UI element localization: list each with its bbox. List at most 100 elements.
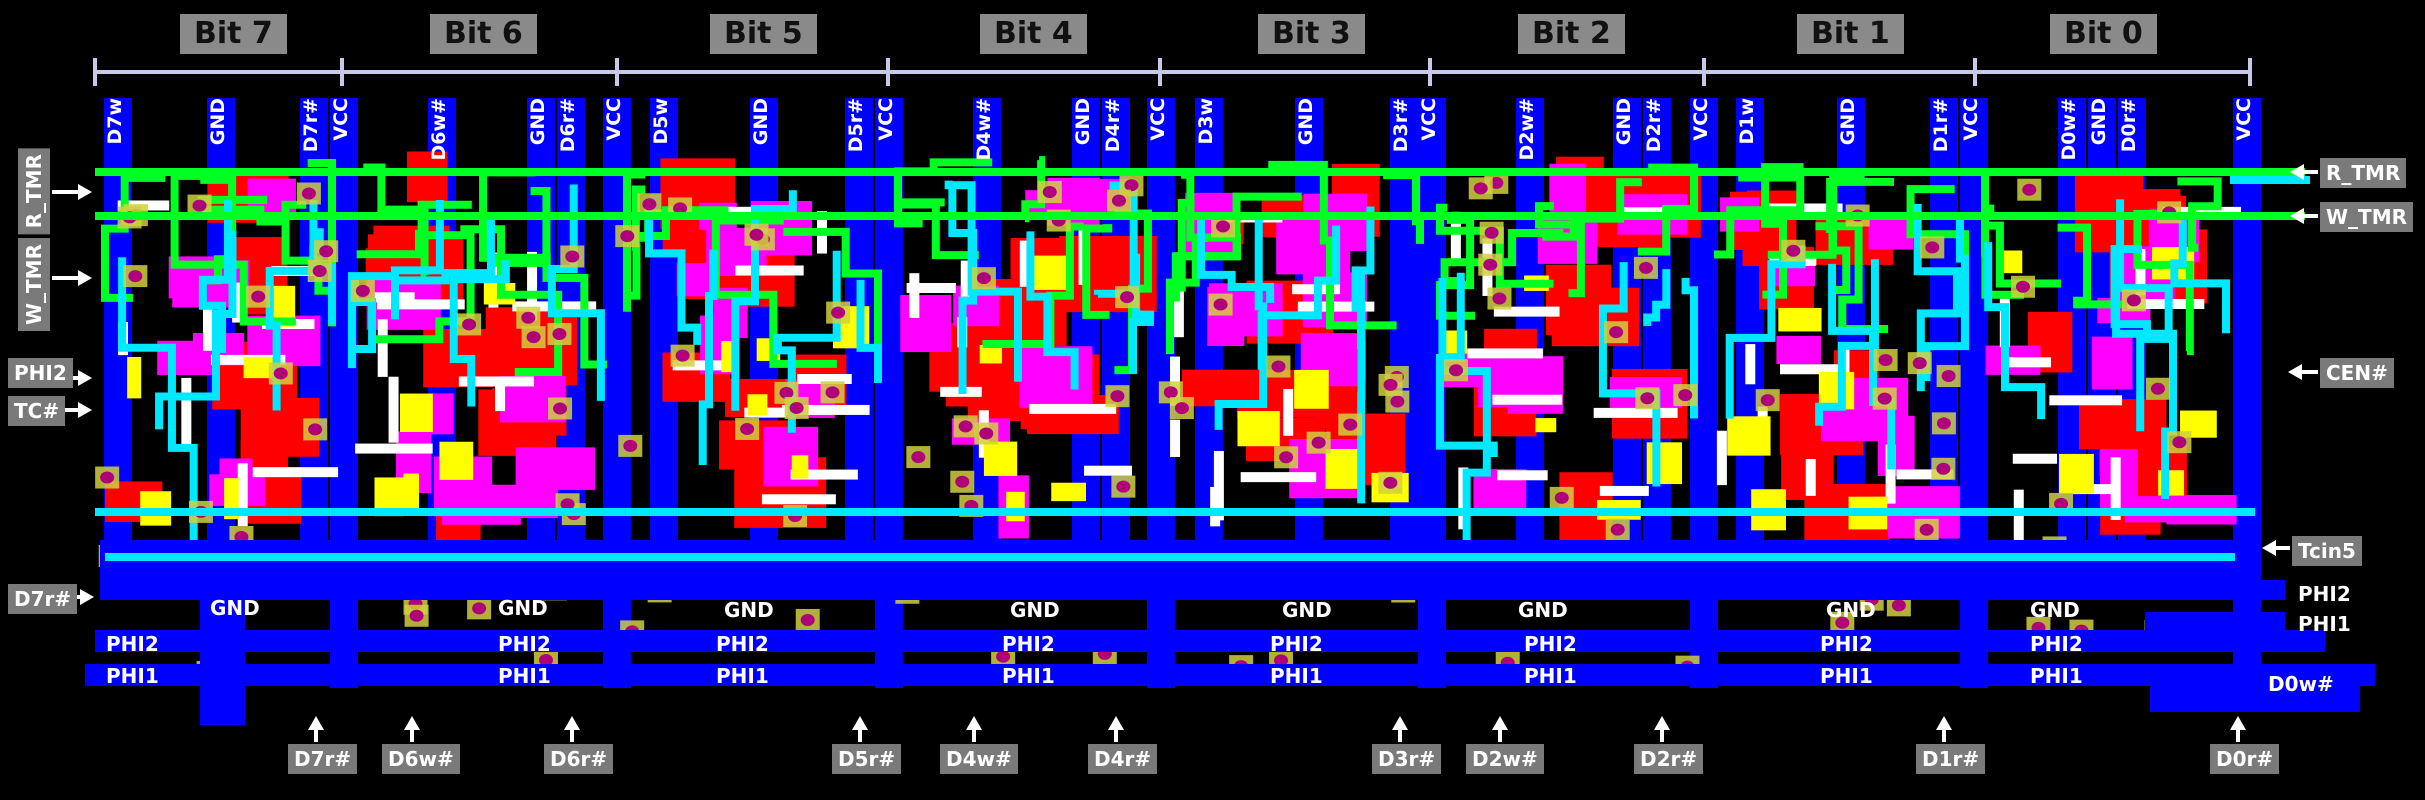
overlap-bar (355, 443, 433, 454)
poly-wire (1981, 169, 1989, 244)
contact-via (825, 386, 840, 399)
overlap-bar (376, 299, 465, 310)
contact-via (1941, 370, 1956, 383)
bus-phi1-0: PHI1 (2030, 664, 2083, 688)
top-label-vcc-2: VCC (1690, 98, 1712, 141)
overlap-bar (1297, 301, 1375, 312)
overlap-bar (1767, 203, 1843, 214)
yellow-overlap (439, 441, 474, 480)
contact-via (2172, 436, 2187, 449)
contact-via (1383, 378, 1398, 391)
contact-via (538, 654, 553, 667)
top-label-d4r: D4r# (1102, 98, 1124, 153)
top-label-gnd-0: GND (2088, 98, 2110, 146)
metal-wire (1214, 218, 1268, 430)
arrow-bottom-1-head (404, 716, 420, 730)
overlap-bar (495, 379, 506, 412)
overlap-bar (2110, 457, 2121, 520)
top-label-d7w: D7w (104, 98, 126, 145)
bus-gnd-1: GND (1826, 598, 1876, 622)
overlap-bar (1716, 430, 1727, 486)
top-label-d5r: D5r# (845, 98, 867, 153)
contact-via (1116, 480, 1131, 493)
buried-region (900, 294, 952, 353)
contact-via (560, 498, 575, 511)
contact-via (1279, 451, 1294, 464)
top-label-gnd-7: GND (207, 98, 229, 146)
overlap-bar (377, 319, 388, 377)
overlap-bar (782, 404, 870, 415)
overlap-bar (1029, 403, 1117, 414)
bus-phi2-6: PHI2 (498, 632, 551, 656)
overlap-bar (1173, 267, 1184, 338)
bottom-label-d1r: D1r# (1916, 744, 1986, 774)
overlap-bar (1170, 419, 1181, 458)
poly-wire (1268, 160, 1397, 330)
pin-arrows (52, 164, 2318, 742)
bit-cell-5 (615, 158, 882, 643)
yellow-overlap (983, 441, 1018, 476)
overlap-bar (2135, 249, 2146, 296)
poly-wire (1534, 202, 1585, 298)
bit-label-7: Bit 7 (180, 14, 287, 54)
contact-via (1919, 523, 1934, 536)
overlap-bar (672, 360, 722, 371)
bit-cell-7 (95, 158, 339, 683)
metal-wire (1681, 277, 1698, 419)
phi2-bus-right (2145, 580, 2285, 600)
poly-wire (894, 198, 979, 260)
bus-phi1-3: PHI1 (1270, 664, 1323, 688)
contact-via (319, 245, 334, 258)
contact-via (1492, 292, 1507, 305)
overlap-bar (1599, 485, 1649, 496)
bit-cell-0 (1981, 169, 2249, 648)
bottom-label-d2r: D2r# (1634, 744, 1704, 774)
overlap-bar (1467, 348, 1543, 359)
bottom-label-d4w: D4w# (940, 744, 1018, 774)
phi1-bus-right (2145, 612, 2285, 632)
contact-via (1343, 418, 1358, 431)
phi2-bus (95, 630, 2325, 652)
bottom-label-d7r: D7r# (288, 744, 358, 774)
contact-via (958, 420, 973, 433)
contact-via (1448, 364, 1463, 377)
poly-wire (101, 173, 166, 302)
yellow-overlap (1051, 482, 1086, 502)
diffusion-region (1059, 235, 1157, 313)
metal-wire (198, 200, 232, 353)
arrow-bottom-4-head (966, 716, 982, 730)
overlap-bar (1780, 364, 1842, 375)
d0w-bus (2150, 672, 2360, 712)
contact-via (976, 272, 991, 285)
top-label-gnd-6: GND (527, 98, 549, 146)
contact-via (623, 439, 638, 452)
overlap-bar (1019, 240, 1030, 287)
poly-wire (711, 216, 837, 368)
contact-via (1877, 392, 1892, 405)
contact-via (1489, 176, 1504, 189)
arrow-bottom-2-head (564, 716, 580, 730)
arrow-bottom-7-head (1492, 716, 1508, 730)
metal-wire (1026, 231, 1079, 390)
buried-region (1019, 346, 1093, 408)
poly-wire (1637, 163, 1698, 256)
arrow-bottom-6-head (1392, 716, 1408, 730)
top-label-vcc-1: VCC (1960, 98, 1982, 141)
contact-via (1111, 194, 1126, 207)
overlap-bar (527, 251, 538, 320)
bus-gnd-2: GND (1518, 598, 1568, 622)
yellow-overlap (1294, 369, 1329, 409)
metal-wire (2170, 220, 2231, 334)
contact-via (996, 650, 1011, 663)
top-label-vcc-7: VCC (330, 98, 352, 141)
arrow-d7r-in-head (80, 589, 94, 605)
overlap-bar (2162, 206, 2242, 217)
contact-via (1609, 326, 1624, 339)
overlap-bar (1084, 465, 1132, 476)
contact-via (955, 475, 970, 488)
contact-via (565, 250, 580, 263)
top-label-d6w: D6w# (428, 98, 450, 161)
contact-via (192, 199, 207, 212)
